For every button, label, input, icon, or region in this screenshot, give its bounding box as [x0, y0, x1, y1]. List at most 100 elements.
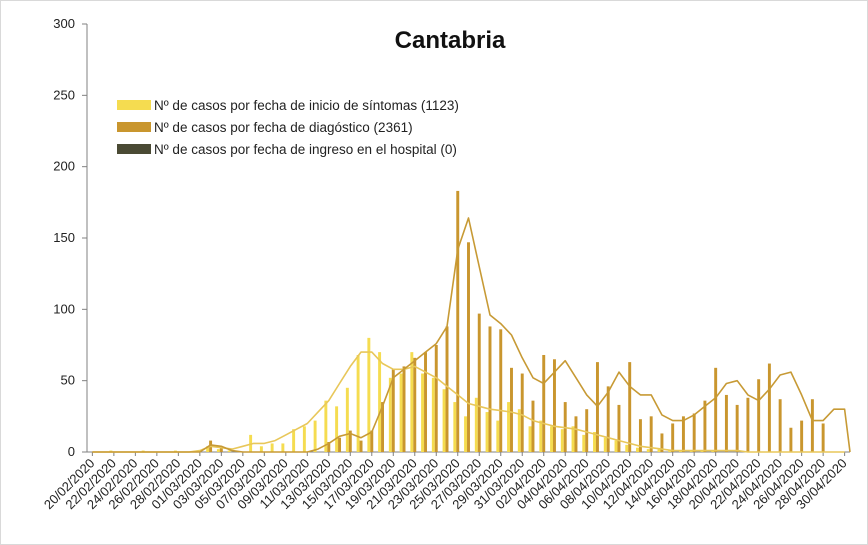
bar-series-2 — [348, 430, 352, 452]
bar-series-1 — [302, 426, 306, 452]
bar-series-1 — [399, 373, 403, 452]
bar-series-1 — [464, 416, 468, 452]
bar-series-2 — [606, 386, 610, 452]
bar-series-2 — [746, 397, 750, 452]
bar-series-2 — [810, 399, 814, 452]
bar-series-2 — [821, 423, 825, 452]
bar-series-2 — [692, 413, 696, 452]
y-tick-label: 50 — [61, 373, 75, 388]
y-tick-label: 250 — [53, 87, 75, 102]
bar-series-1 — [496, 420, 500, 452]
bar-series-2 — [767, 363, 771, 452]
legend-label-2: Nº de casos por fecha de diagóstico (236… — [154, 120, 413, 135]
bar-series-1 — [292, 429, 296, 452]
bar-series-1 — [313, 420, 317, 452]
bar-series-2 — [520, 373, 524, 452]
bar-series-1 — [367, 337, 371, 452]
bar-series-1 — [625, 444, 629, 452]
bar-series-2 — [359, 440, 363, 452]
bar-series-2 — [628, 362, 632, 452]
bar-series-1 — [442, 389, 446, 452]
bar-series-1 — [636, 447, 639, 452]
bar-series-1 — [216, 449, 220, 452]
trend-lines — [92, 217, 851, 453]
bar-series-2 — [649, 416, 653, 452]
bar-series-2 — [531, 400, 535, 452]
bar-series-2 — [553, 359, 556, 452]
bar-series-2 — [413, 357, 417, 452]
bar-series-2 — [219, 447, 223, 452]
bar-series-2 — [327, 442, 331, 452]
bar-series-2 — [800, 420, 804, 452]
bar-series-2 — [424, 352, 427, 452]
bar-series-1 — [668, 450, 672, 452]
bar-series-2 — [681, 416, 685, 452]
bar-series-1 — [388, 377, 392, 452]
bar-series-2 — [778, 399, 782, 452]
x-axis: 20/02/202022/02/202024/02/202026/02/2020… — [41, 451, 850, 512]
bar-series-1 — [528, 426, 532, 452]
bar-series-2 — [488, 326, 492, 452]
bar-series-2 — [735, 404, 739, 452]
bar-series-1 — [593, 432, 596, 452]
bar-series-2 — [338, 437, 342, 452]
bar-series-1 — [227, 450, 231, 452]
legend-label-1: Nº de casos por fecha de inicio de sínto… — [154, 98, 459, 113]
bar-series-1 — [421, 373, 425, 452]
bar-series-1 — [517, 409, 521, 452]
bar-series-1 — [453, 402, 457, 452]
bar-series-1 — [270, 443, 274, 452]
bar-series-2 — [499, 329, 503, 452]
bar-series-2 — [477, 313, 481, 452]
bar-series-2 — [638, 419, 642, 452]
bar-series-1 — [646, 449, 650, 452]
y-tick-label: 0 — [68, 444, 75, 459]
bar-series-1 — [560, 429, 564, 452]
bar-series-1 — [281, 443, 285, 452]
bar-series-1 — [571, 426, 575, 452]
bar-series-2 — [574, 416, 578, 452]
bar-series-1 — [539, 420, 543, 452]
bar-series-2 — [789, 427, 793, 452]
legend: Nº de casos por fecha de inicio de sínto… — [117, 98, 459, 157]
bar-series-2 — [434, 345, 438, 452]
bar-series-2 — [370, 430, 374, 452]
bar-series-1 — [507, 402, 511, 452]
y-tick-label: 150 — [53, 230, 75, 245]
legend-label-3: Nº de casos por fecha de ingreso en el h… — [154, 142, 457, 157]
bar-series-1 — [582, 434, 586, 452]
y-tick-label: 100 — [53, 301, 75, 316]
bar-series-2 — [585, 409, 589, 452]
bar-series-2 — [445, 326, 449, 452]
legend-swatch-1 — [117, 100, 151, 110]
bar-series-2 — [467, 242, 470, 452]
chart-title: Cantabria — [395, 27, 506, 54]
bar-series-1 — [324, 400, 328, 452]
bar-series-1 — [614, 440, 618, 452]
bar-series-2 — [617, 404, 621, 452]
trend-line-2 — [92, 217, 851, 453]
bar-series-1 — [550, 426, 554, 452]
bars — [109, 190, 825, 453]
bar-series-1 — [345, 387, 349, 452]
bar-series-2 — [724, 394, 728, 452]
bar-series-1 — [259, 446, 263, 452]
bar-series-1 — [474, 397, 478, 452]
bar-series-2 — [660, 433, 664, 452]
bar-series-1 — [657, 449, 661, 452]
legend-swatch-2 — [117, 122, 151, 132]
bar-series-1 — [335, 406, 339, 452]
bar-series-2 — [510, 367, 513, 452]
bar-series-2 — [381, 402, 384, 452]
y-tick-label: 300 — [53, 16, 75, 31]
bar-series-2 — [671, 423, 675, 452]
bar-series-2 — [402, 366, 406, 452]
bar-series-2 — [391, 369, 395, 452]
y-axis: 0 50 100 150 200 250 300 — [53, 16, 88, 459]
bar-series-2 — [542, 354, 546, 452]
bar-series-1 — [356, 354, 360, 452]
bar-series-2 — [714, 367, 718, 452]
trend-line-1 — [92, 351, 845, 453]
